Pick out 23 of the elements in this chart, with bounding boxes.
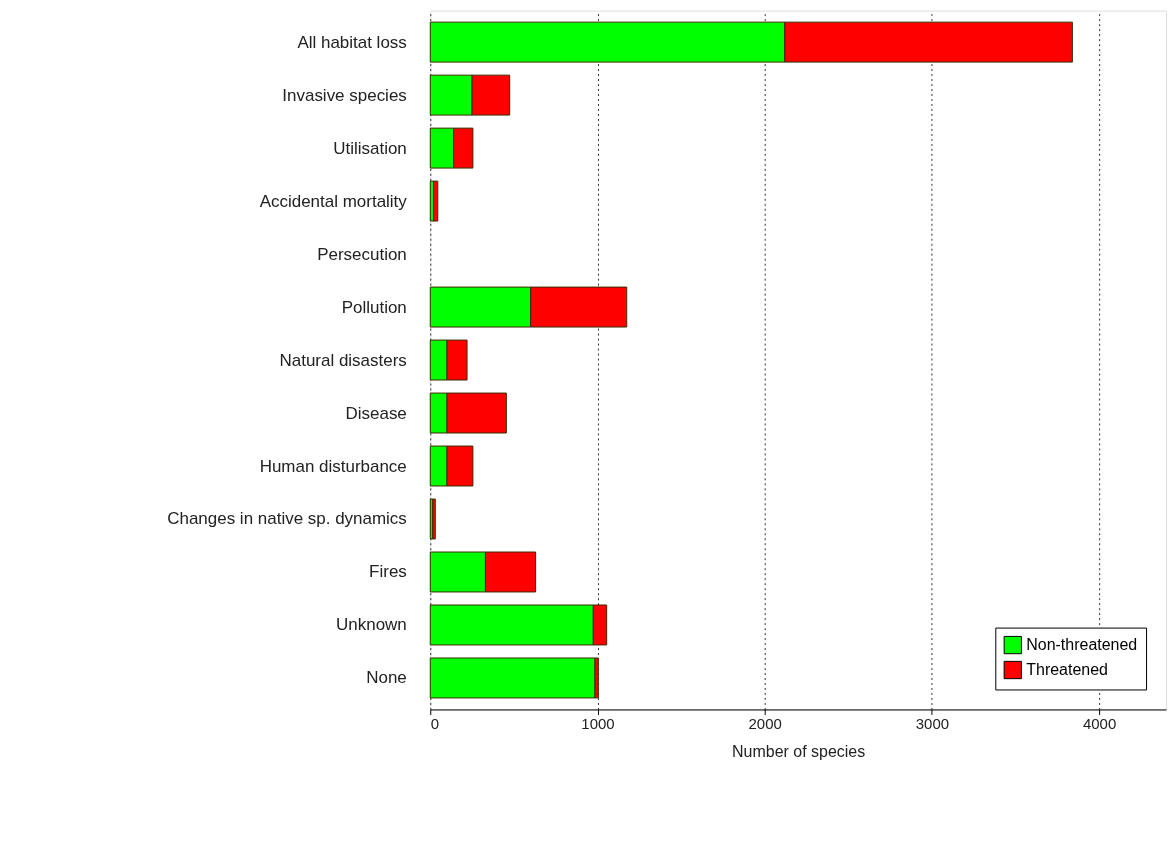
y-tick-label: Human disturbance (259, 456, 407, 476)
x-tick-label: 3000 (915, 714, 950, 732)
x-axis-title: Number of species (732, 742, 866, 760)
y-tick-label: All habitat loss (297, 32, 407, 52)
x-tick-label: 2000 (748, 714, 782, 732)
bar (433, 180, 439, 222)
bar (429, 657, 596, 699)
y-tick-label: Utilisation (333, 138, 407, 158)
x-tick-label: 0 (430, 714, 440, 732)
legend-label: Non-threatened (1026, 636, 1138, 654)
x-tick-label: 4000 (1082, 714, 1117, 732)
y-tick-label: Fires (369, 562, 407, 582)
y-tick-label: Accidental mortality (259, 191, 408, 211)
y-tick-label: Unknown (336, 615, 407, 635)
x-tick-label: 1000 (581, 714, 615, 732)
y-tick-label: Natural disasters (279, 350, 407, 370)
y-tick-label: Persecution (317, 244, 407, 264)
y-tick-label: Pollution (341, 297, 407, 317)
y-tick-label: Changes in native sp. dynamics (167, 509, 407, 529)
y-tick-label: Disease (345, 403, 407, 423)
legend-label: Threatened (1026, 661, 1108, 679)
y-tick-label: Invasive species (282, 85, 407, 105)
y-tick-label: None (366, 668, 407, 688)
